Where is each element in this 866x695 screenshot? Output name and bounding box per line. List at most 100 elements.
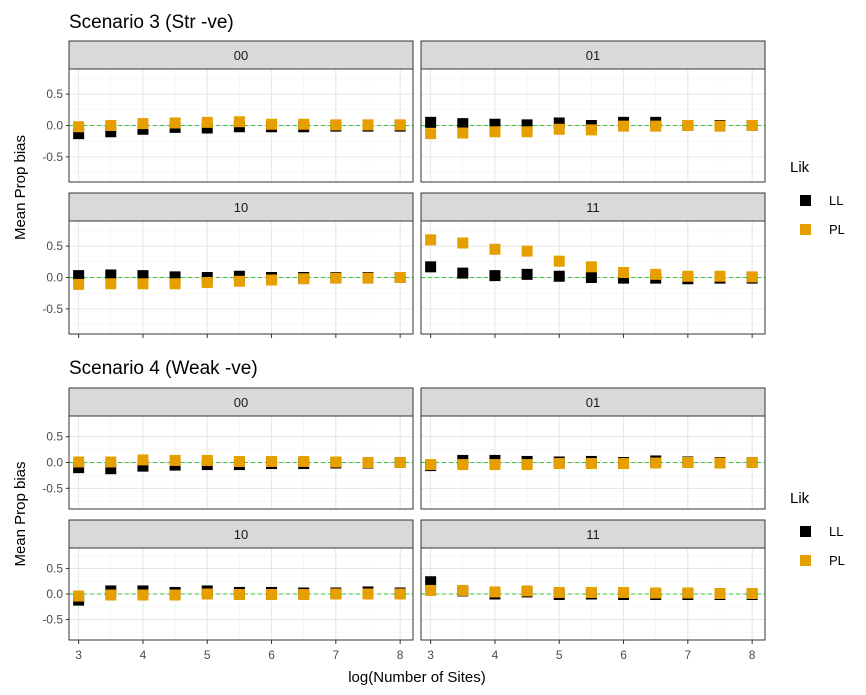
point-pl xyxy=(489,586,501,598)
legend-label-ll: LL xyxy=(829,193,843,208)
y-axis-title: Mean Prop bias xyxy=(12,135,29,240)
point-ll xyxy=(73,128,85,140)
point-pl xyxy=(553,123,565,135)
x-tick-label: 6 xyxy=(620,648,627,662)
point-pl xyxy=(521,459,533,471)
point-ll xyxy=(169,271,181,283)
facet-strip xyxy=(420,40,766,70)
point-ll xyxy=(201,122,213,134)
facet-panel-00: 00 0.5 0.0 -0.5 xyxy=(42,387,414,510)
y-tick-label: -0.5 xyxy=(42,481,63,495)
point-pl xyxy=(73,278,85,290)
point-pl xyxy=(682,270,694,282)
point-ll xyxy=(137,123,149,135)
point-pl xyxy=(201,277,213,289)
point-pl xyxy=(266,589,278,601)
point-pl xyxy=(266,274,278,286)
point-ll xyxy=(105,126,117,138)
point-pl xyxy=(585,458,597,470)
point-pl xyxy=(105,278,117,290)
point-pl xyxy=(201,588,213,600)
point-ll xyxy=(137,270,149,282)
facet-panel-10: 10 0.5 0.0 -0.5 3 4 5 6 7 8 xyxy=(42,519,414,662)
point-ll xyxy=(105,269,117,281)
point-pl xyxy=(746,120,758,131)
legend: Lik LL PL xyxy=(790,490,845,568)
point-pl xyxy=(394,457,406,468)
legend-title: Lik xyxy=(790,159,810,176)
point-pl xyxy=(650,120,662,132)
x-tick-label: 6 xyxy=(268,648,275,662)
facet-panel-01: 01 xyxy=(420,40,766,183)
facet-strip-label: 01 xyxy=(586,395,600,410)
point-pl xyxy=(201,454,213,466)
point-pl xyxy=(521,126,533,138)
point-pl xyxy=(714,457,726,469)
legend-title: Lik xyxy=(790,490,810,507)
point-pl xyxy=(137,118,149,130)
facet-panel-11: 11 3 4 5 6 7 8 xyxy=(420,519,766,662)
point-pl xyxy=(233,116,245,128)
facet-strip-label: 11 xyxy=(586,527,600,542)
point-pl xyxy=(618,458,630,470)
point-pl xyxy=(73,121,85,133)
point-pl xyxy=(746,271,758,283)
legend-key-pl xyxy=(800,555,811,566)
point-pl xyxy=(201,116,213,128)
x-tick-label: 4 xyxy=(492,648,499,662)
point-pl xyxy=(425,584,437,596)
point-pl xyxy=(105,120,117,131)
point-pl xyxy=(233,275,245,287)
point-pl xyxy=(457,584,469,596)
legend-key-pl xyxy=(800,224,811,235)
x-tick-label: 8 xyxy=(397,648,404,662)
point-pl xyxy=(330,119,342,131)
point-pl xyxy=(362,272,374,284)
point-pl xyxy=(650,457,662,469)
point-pl xyxy=(298,273,310,285)
point-ll xyxy=(489,270,501,282)
x-tick-label: 8 xyxy=(749,648,756,662)
point-pl xyxy=(553,458,565,470)
panel-border xyxy=(420,68,766,183)
point-pl xyxy=(425,459,437,471)
facet-strip xyxy=(68,40,414,70)
point-ll xyxy=(585,272,597,283)
y-tick-label: 0.5 xyxy=(46,561,63,575)
panel-border xyxy=(420,547,766,641)
chart-group-1: Scenario 3 (Str -ve)000.50.0-0.501100.50… xyxy=(12,12,845,338)
legend-label-pl: PL xyxy=(829,222,845,237)
point-pl xyxy=(714,270,726,282)
point-pl xyxy=(330,588,342,600)
point-pl xyxy=(650,587,662,599)
facet-panel-01: 01 xyxy=(420,387,766,510)
point-pl xyxy=(425,128,437,140)
point-pl xyxy=(362,457,374,468)
point-pl xyxy=(394,119,406,131)
point-pl xyxy=(682,587,694,599)
point-pl xyxy=(618,586,630,598)
point-pl xyxy=(489,243,501,255)
point-pl xyxy=(73,456,85,468)
point-pl xyxy=(298,118,310,130)
point-pl xyxy=(394,272,406,283)
point-ll xyxy=(73,270,85,282)
point-pl xyxy=(137,589,149,601)
x-tick-label: 5 xyxy=(556,648,563,662)
facet-strip xyxy=(420,519,766,549)
x-axis-title: log(Number of Sites) xyxy=(348,669,486,686)
point-pl xyxy=(73,590,85,602)
point-ll xyxy=(521,268,533,280)
point-pl xyxy=(362,119,374,131)
point-pl xyxy=(618,120,630,132)
y-tick-label: 0.0 xyxy=(46,271,63,285)
facet-strip-label: 00 xyxy=(234,48,248,63)
y-tick-label: 0.0 xyxy=(46,456,63,470)
point-pl xyxy=(489,126,501,138)
point-pl xyxy=(553,586,565,598)
x-tick-label: 3 xyxy=(427,648,434,662)
panel-border xyxy=(420,220,766,335)
point-pl xyxy=(714,587,726,599)
x-tick-label: 4 xyxy=(140,648,147,662)
